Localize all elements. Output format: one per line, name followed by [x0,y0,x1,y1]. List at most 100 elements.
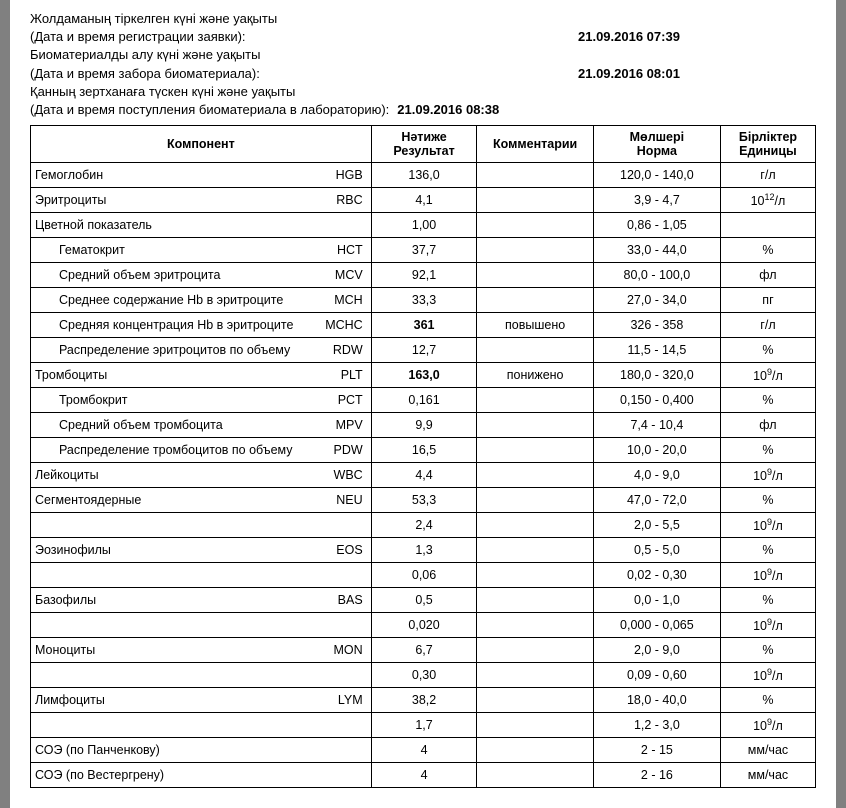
component-name: Тромбокрит [35,393,128,407]
table-row: СОЭ (по Вестергрену)42 - 16мм/час [31,763,816,788]
cell-unit: 109/л [720,663,815,688]
cell-component: Средняя концентрация Hb в эритроцитеMCHC [31,313,372,338]
cell-comment [477,238,593,263]
cell-component: СОЭ (по Панченкову) [31,738,372,763]
cell-comment [477,388,593,413]
cell-result: 0,30 [371,663,477,688]
cell-result: 163,0 [371,363,477,388]
cell-component: СОЭ (по Вестергрену) [31,763,372,788]
cell-norm: 3,9 - 4,7 [593,188,720,213]
lab-date-ru-line: (Дата и время поступления биоматериала в… [30,101,816,119]
cell-unit: фл [720,413,815,438]
table-row: 0,300,09 - 0,60109/л [31,663,816,688]
cell-norm: 33,0 - 44,0 [593,238,720,263]
cell-result: 1,00 [371,213,477,238]
cell-result: 53,3 [371,488,477,513]
col-unit-ru: Единицы [739,144,797,158]
cell-comment: понижено [477,363,593,388]
component-abbr: LYM [338,693,367,707]
cell-norm: 2,0 - 9,0 [593,638,720,663]
cell-unit: 109/л [720,713,815,738]
cell-result: 16,5 [371,438,477,463]
col-norm-kz: Мөлшері [630,130,684,144]
cell-unit: % [720,488,815,513]
cell-unit: 109/л [720,563,815,588]
table-row: ЛейкоцитыWBC4,44,0 - 9,0109/л [31,463,816,488]
cell-result: 136,0 [371,163,477,188]
cell-component: ГемоглобинHGB [31,163,372,188]
cell-unit: мм/час [720,738,815,763]
component-name: Сегментоядерные [35,493,141,507]
header-block: Жолдаманың тіркелген күні және уақыты (Д… [30,10,816,119]
cell-comment [477,463,593,488]
cell-result: 2,4 [371,513,477,538]
table-body: ГемоглобинHGB136,0120,0 - 140,0г/лЭритро… [31,163,816,788]
cell-comment [477,613,593,638]
component-abbr: WBC [334,468,367,482]
cell-component: СегментоядерныеNEU [31,488,372,513]
component-abbr: BAS [338,593,367,607]
cell-comment [477,638,593,663]
cell-result: 6,7 [371,638,477,663]
cell-comment [477,713,593,738]
component-name: СОЭ (по Панченкову) [35,743,160,757]
table-row: ЛимфоцитыLYM38,218,0 - 40,0% [31,688,816,713]
cell-result: 92,1 [371,263,477,288]
cell-norm: 1,2 - 3,0 [593,713,720,738]
reg-date-ru: (Дата и время регистрации заявки): [30,28,570,46]
cell-comment [477,213,593,238]
cell-component [31,563,372,588]
col-comment: Комментарии [477,126,593,163]
cell-norm: 80,0 - 100,0 [593,263,720,288]
table-row: 1,7 1,2 - 3,0109/л [31,713,816,738]
cell-unit: % [720,388,815,413]
component-abbr: MCHC [325,318,367,332]
component-abbr: PDW [334,443,367,457]
col-component: Компонент [31,126,372,163]
component-name: Гематокрит [35,243,125,257]
cell-comment [477,763,593,788]
component-abbr: EOS [336,543,366,557]
bio-date-ru-line: (Дата и время забора биоматериала): 21.0… [30,65,816,83]
component-abbr: HCT [337,243,367,257]
component-name: Лимфоциты [35,693,105,707]
cell-result: 4,4 [371,463,477,488]
table-row: 2,42,0 - 5,5109/л [31,513,816,538]
component-abbr: PLT [341,368,367,382]
component-name: Средний объем тромбоцита [35,418,223,432]
cell-unit [720,213,815,238]
cell-component: Лимфоциты LYM [31,688,372,713]
cell-component: МоноцитыMON [31,638,372,663]
cell-component: Среднее содержание Hb в эритроцитеMCH [31,288,372,313]
cell-component [31,513,372,538]
table-row: ГемоглобинHGB136,0120,0 - 140,0г/л [31,163,816,188]
cell-norm: 0,150 - 0,400 [593,388,720,413]
component-name: Эозинофилы [35,543,111,557]
cell-comment [477,513,593,538]
cell-comment [477,688,593,713]
bio-date-ru: (Дата и время забора биоматериала): [30,65,570,83]
cell-unit: % [720,338,815,363]
table-row: 0,0200,000 - 0,065109/л [31,613,816,638]
cell-result: 1,7 [371,713,477,738]
cell-component: Средний объем тромбоцитаMPV [31,413,372,438]
table-row: ЭритроцитыRBC4,13,9 - 4,71012/л [31,188,816,213]
cell-result: 38,2 [371,688,477,713]
component-name: Цветной показатель [35,218,152,232]
table-row: 0,060,02 - 0,30109/л [31,563,816,588]
table-row: Цветной показатель 1,00 0,86 - 1,05 [31,213,816,238]
cell-result: 37,7 [371,238,477,263]
component-name: Распределение тромбоцитов по объему [35,443,293,457]
lab-date-value: 21.09.2016 08:38 [397,101,499,119]
component-name: Тромбоциты [35,368,107,382]
cell-norm: 2 - 16 [593,763,720,788]
component-abbr: RBC [336,193,366,207]
component-abbr: HGB [336,168,367,182]
component-abbr: MCV [335,268,367,282]
table-row: МоноцитыMON6,72,0 - 9,0% [31,638,816,663]
cell-norm: 18,0 - 40,0 [593,688,720,713]
cell-norm: 0,86 - 1,05 [593,213,720,238]
cell-unit: 109/л [720,613,815,638]
cell-comment [477,288,593,313]
cell-result: 0,06 [371,563,477,588]
